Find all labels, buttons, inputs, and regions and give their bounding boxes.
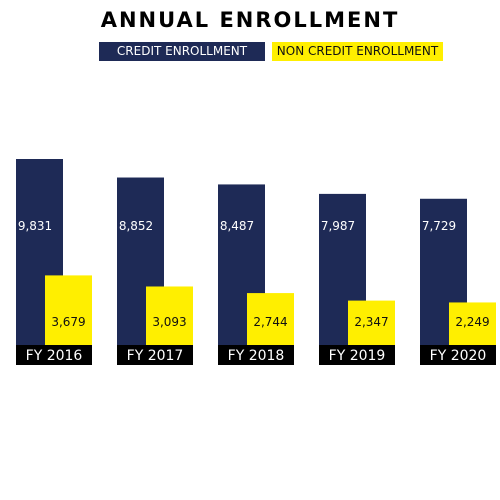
credit-value-label: 7,729	[422, 219, 456, 233]
credit-value-label: 9,831	[18, 219, 52, 233]
credit-value-label: 8,852	[119, 219, 153, 233]
noncredit-bar	[247, 293, 294, 345]
category-band	[16, 345, 92, 365]
credit-value-label: 7,987	[321, 219, 355, 233]
credit-value-label: 8,487	[220, 219, 254, 233]
chart-title: ANNUAL ENROLLMENT	[100, 8, 400, 32]
noncredit-value-label: 2,347	[354, 315, 388, 329]
category-label: FY 2018	[228, 348, 285, 364]
noncredit-bar	[45, 275, 92, 345]
category-label: FY 2020	[430, 348, 487, 364]
legend-non-credit-enrollment: NON CREDIT ENROLLMENT	[272, 42, 443, 61]
noncredit-bar	[348, 300, 395, 345]
noncredit-value-label: 2,249	[455, 315, 489, 329]
noncredit-value-label: 3,679	[51, 315, 85, 329]
noncredit-value-label: 3,093	[152, 315, 186, 329]
category-band	[218, 345, 294, 365]
noncredit-bar	[449, 302, 496, 345]
noncredit-bar	[146, 286, 193, 345]
category-label: FY 2016	[26, 348, 83, 364]
legend-credit-enrollment: CREDIT ENROLLMENT	[99, 42, 265, 61]
category-band	[420, 345, 496, 365]
category-band	[117, 345, 193, 365]
noncredit-value-label: 2,744	[253, 315, 287, 329]
category-label: FY 2019	[329, 348, 386, 364]
category-label: FY 2017	[127, 348, 184, 364]
category-band	[319, 345, 395, 365]
